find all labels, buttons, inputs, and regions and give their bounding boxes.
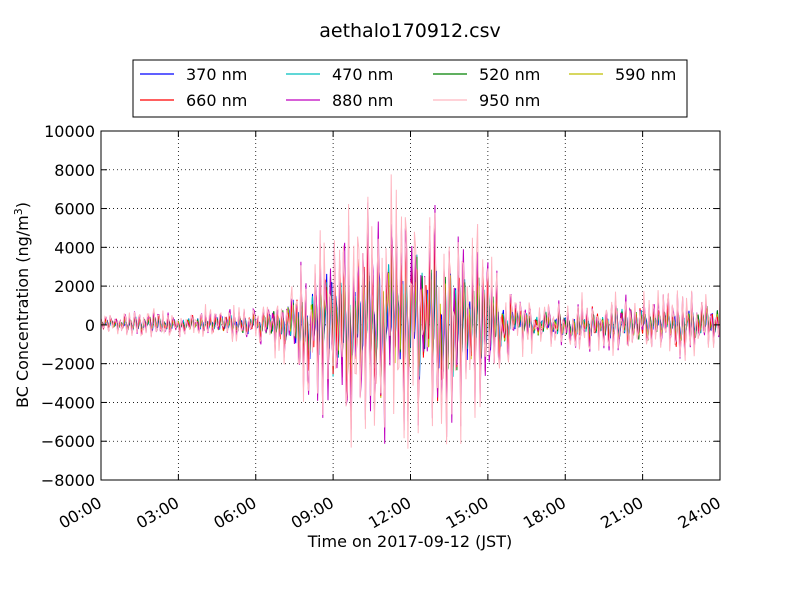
legend-label: 370 nm: [186, 65, 247, 84]
y-tick-label: 4000: [54, 238, 95, 257]
y-axis-label-close: ): [13, 202, 32, 208]
x-tick-label: 24:00: [675, 493, 724, 533]
legend-label: 950 nm: [479, 91, 540, 110]
legend-item: 520 nm: [433, 65, 540, 84]
legend-item: 470 nm: [286, 65, 393, 84]
legend: 370 nm 470 nm 520 nm 590 nm 660 nm 880 nm 950 …: [132, 59, 688, 118]
legend-item: 880 nm: [286, 91, 393, 110]
y-axis-label: BC Concentration (ng/m3): [12, 202, 32, 408]
legend-label: 590 nm: [615, 65, 676, 84]
legend-label: 520 nm: [479, 65, 540, 84]
y-tick-label: 8000: [54, 161, 95, 180]
y-tick-label: 0: [85, 316, 95, 335]
x-tick-labels: 00:00 03:00 06:00 09:00 12:00 15:00 18:00 21:00…: [56, 493, 724, 533]
y-tick-label: 6000: [54, 200, 95, 219]
legend-label: 660 nm: [186, 91, 247, 110]
series-line-950-nm: [101, 174, 720, 449]
ticks: [100, 130, 721, 481]
y-tick-label: −4000: [41, 393, 95, 412]
x-tick-label: 15:00: [442, 493, 491, 533]
x-tick-label: 00:00: [56, 493, 105, 533]
legend-item: 950 nm: [433, 91, 540, 110]
y-axis-label-main: BC Concentration (ng/m: [13, 215, 32, 408]
x-axis-label: Time on 2017-09-12 (JST): [307, 532, 512, 551]
x-tick-label: 09:00: [288, 493, 337, 533]
legend-item: 590 nm: [569, 65, 676, 84]
series-lines: [101, 174, 720, 449]
x-tick-label: 12:00: [365, 493, 414, 533]
y-tick-labels: 10000 8000 6000 4000 2000 0 −2000 −4000 −6000 −80…: [41, 122, 95, 490]
x-tick-label: 18:00: [520, 493, 569, 533]
x-tick-label: 21:00: [597, 493, 646, 533]
legend-box: [132, 59, 688, 118]
legend-label: 470 nm: [332, 65, 393, 84]
x-tick-label: 03:00: [133, 493, 182, 533]
legend-label: 880 nm: [332, 91, 393, 110]
y-tick-label: −8000: [41, 471, 95, 490]
y-tick-label: −6000: [41, 432, 95, 451]
x-tick-label: 06:00: [210, 493, 259, 533]
chart-title: aethalo170912.csv: [319, 20, 501, 42]
y-tick-label: 2000: [54, 277, 95, 296]
legend-items: 370 nm 470 nm 520 nm 590 nm 660 nm 880 nm 950 …: [140, 65, 676, 110]
y-axis-label-sup: 3: [12, 208, 25, 215]
legend-item: 660 nm: [140, 91, 247, 110]
y-tick-label: −2000: [41, 355, 95, 374]
plot-area: [100, 130, 721, 481]
y-tick-label: 10000: [44, 122, 95, 141]
legend-item: 370 nm: [140, 65, 247, 84]
